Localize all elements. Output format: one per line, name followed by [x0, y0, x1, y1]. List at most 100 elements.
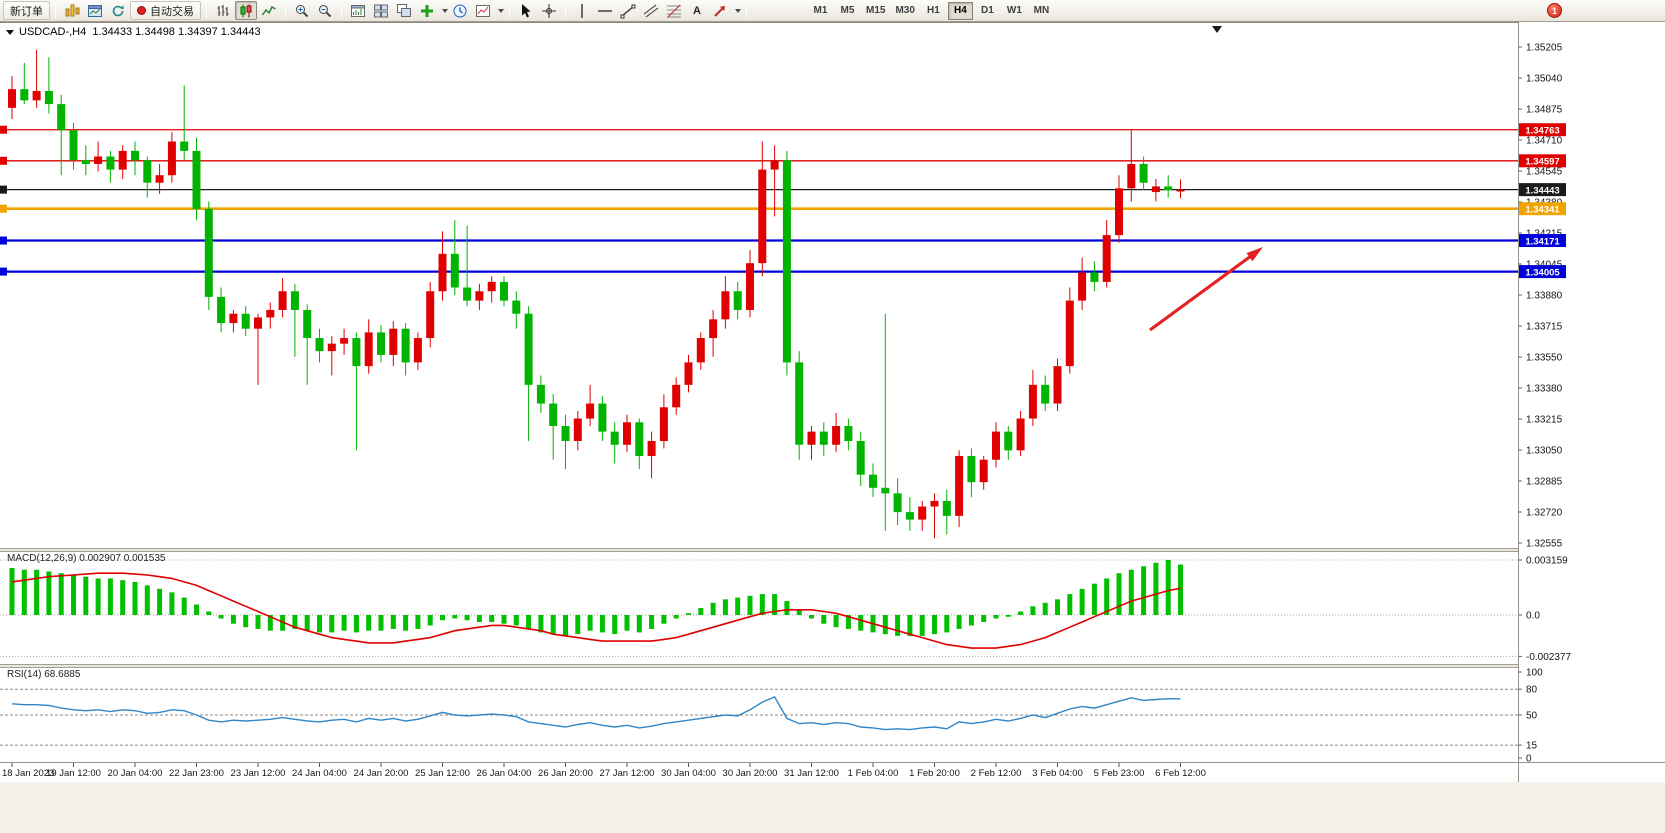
text-label-icon[interactable]: A [686, 1, 708, 20]
candle [278, 278, 287, 318]
price-line-left-marker [0, 125, 7, 134]
trend-arrow-annotation[interactable] [1149, 247, 1263, 332]
candle [967, 448, 976, 498]
horizontal-line-icon[interactable] [594, 1, 616, 20]
price-axis-label: 1.35040 [1526, 74, 1563, 85]
price-axis[interactable]: 1.35205 1.35040 1.34875 1.34710 1.34545 1.343… [1518, 22, 1665, 782]
auto-trading-button[interactable]: 自动交易 [130, 1, 201, 20]
price-axis-label: 1.32720 [1526, 508, 1563, 519]
trendline-icon[interactable] [617, 1, 639, 20]
timeframe-m1-button[interactable]: M1 [808, 2, 833, 20]
candle [204, 201, 213, 310]
macd-axis-label: -0.002377 [1526, 652, 1571, 663]
rsi-axis-label: 0 [1526, 754, 1532, 765]
candle [401, 323, 410, 376]
profiles-icon[interactable] [84, 1, 106, 20]
candle [1078, 257, 1087, 310]
tile-windows-icon[interactable] [370, 1, 392, 20]
arrows-tool-caret-icon[interactable] [735, 8, 741, 13]
candle [955, 450, 964, 528]
timeframe-w1-button[interactable]: W1 [1002, 2, 1027, 20]
price-axis-label: 1.34710 [1526, 136, 1563, 147]
add-indicator-icon[interactable] [416, 1, 438, 20]
new-window-icon[interactable] [347, 1, 369, 20]
candle [549, 394, 558, 460]
zoom-in-icon[interactable] [291, 1, 313, 20]
rsi-axis-label: 80 [1526, 685, 1538, 696]
candle [266, 302, 275, 329]
candle [610, 422, 619, 464]
period-clock-icon[interactable] [449, 1, 471, 20]
line-chart-icon[interactable] [258, 1, 280, 20]
time-axis-label: 30 Jan 20:00 [723, 768, 778, 779]
toolbar-separator [55, 3, 56, 18]
candlestick-chart-icon[interactable] [235, 1, 257, 20]
candle [155, 163, 164, 194]
price-axis-label: 1.34545 [1526, 167, 1563, 178]
new-chart-icon[interactable] [61, 1, 83, 20]
rsi-panel-splitter[interactable] [0, 664, 1665, 668]
fibonacci-icon[interactable] [663, 1, 685, 20]
timeframe-h1-button[interactable]: H1 [921, 2, 946, 20]
timeframe-m15-button[interactable]: M15 [862, 2, 889, 20]
price-axis-label: 1.34875 [1526, 105, 1563, 116]
candle [1016, 411, 1025, 456]
chart-window[interactable]: 1.35205 1.35040 1.34875 1.34710 1.34545 1.343… [0, 22, 1665, 833]
candle [893, 478, 902, 526]
timeframe-h4-button[interactable]: H4 [947, 1, 973, 20]
time-axis-label: 18 Jan 2023 [2, 768, 54, 779]
candle [1164, 175, 1173, 198]
candle [487, 276, 496, 303]
timeframe-d1-button[interactable]: D1 [975, 2, 1000, 20]
main-toolbar: 新订单 自动交易 [0, 0, 1665, 22]
macd-panel-splitter[interactable] [0, 548, 1665, 552]
toolbar-separator [746, 3, 747, 18]
chart-template-caret-icon[interactable] [498, 8, 504, 13]
candle [57, 94, 66, 176]
vertical-line-icon[interactable] [571, 1, 593, 20]
candle [106, 150, 115, 183]
candle [856, 431, 865, 486]
chart-shift-marker[interactable] [1212, 26, 1222, 33]
ohlc-bars-icon[interactable] [212, 1, 234, 20]
zoom-out-icon[interactable] [314, 1, 336, 20]
time-axis-label: 20 Jan 04:00 [108, 768, 163, 779]
timeframe-mn-button[interactable]: MN [1029, 2, 1054, 20]
time-axis-label: 19 Jan 12:00 [46, 768, 101, 779]
candle [905, 497, 914, 531]
time-axis-label: 1 Feb 20:00 [909, 768, 960, 779]
chart-template-icon[interactable] [472, 1, 494, 20]
timeframe-m5-button[interactable]: M5 [835, 2, 860, 20]
candle [1139, 156, 1148, 191]
candle [1053, 358, 1062, 412]
price-axis-label: 1.34045 [1526, 260, 1563, 271]
price-tag: 1.34341 [1519, 202, 1566, 216]
refresh-icon[interactable] [107, 1, 129, 20]
new-order-button[interactable]: 新订单 [3, 1, 50, 20]
time-axis-label: 26 Jan 04:00 [477, 768, 532, 779]
candle [598, 396, 607, 441]
add-indicator-caret-icon[interactable] [442, 8, 448, 13]
timeframe-m30-button[interactable]: M30 [891, 2, 918, 20]
time-axis-label: 24 Jan 20:00 [354, 768, 409, 779]
candle [992, 422, 1000, 468]
candle [930, 493, 939, 539]
arrows-tool-icon[interactable] [709, 1, 731, 20]
cascade-windows-icon[interactable] [393, 1, 415, 20]
cursor-icon[interactable] [515, 1, 537, 20]
candle [586, 384, 595, 427]
rsi-axis-label: 15 [1526, 741, 1538, 752]
candle [167, 132, 176, 183]
time-axis-label: 3 Feb 04:00 [1032, 768, 1083, 779]
crosshair-icon[interactable] [538, 1, 560, 20]
notification-badge[interactable]: 1 [1547, 3, 1562, 18]
candle [94, 141, 103, 172]
channel-icon[interactable] [640, 1, 662, 20]
candle [413, 332, 422, 370]
candle [8, 76, 16, 120]
price-axis-label: 1.33550 [1526, 353, 1563, 364]
chart-canvas[interactable]: 1.35205 1.35040 1.34875 1.34710 1.34545 1.343… [0, 22, 1665, 833]
candle [1065, 287, 1074, 374]
macd-axis-label: 0.003159 [1526, 556, 1568, 567]
